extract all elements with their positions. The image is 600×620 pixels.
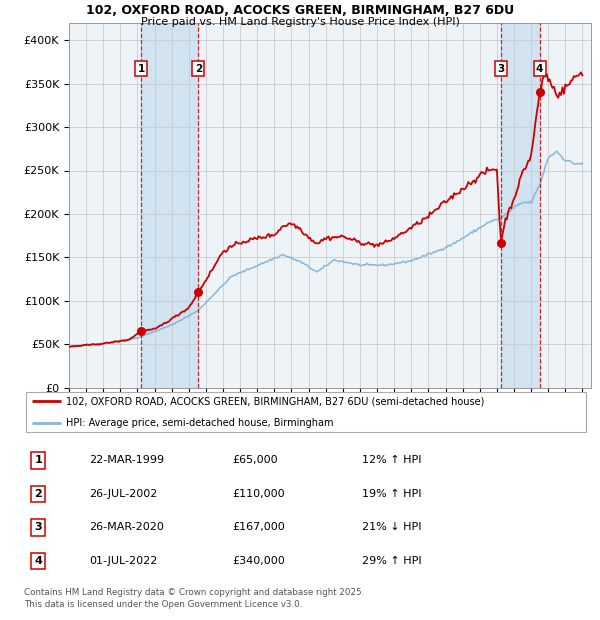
Text: Contains HM Land Registry data © Crown copyright and database right 2025.
This d: Contains HM Land Registry data © Crown c… — [24, 588, 364, 609]
Text: £167,000: £167,000 — [233, 523, 286, 533]
Text: 1: 1 — [137, 63, 145, 74]
Bar — [501, 23, 539, 388]
Text: 01-JUL-2022: 01-JUL-2022 — [89, 556, 157, 566]
Text: 26-JUL-2002: 26-JUL-2002 — [89, 489, 157, 499]
Text: £65,000: £65,000 — [233, 456, 278, 466]
Text: 2: 2 — [195, 63, 202, 74]
Text: 2: 2 — [34, 489, 42, 499]
Text: 4: 4 — [34, 556, 42, 566]
Text: 12% ↑ HPI: 12% ↑ HPI — [362, 456, 422, 466]
Text: 22-MAR-1999: 22-MAR-1999 — [89, 456, 164, 466]
Text: 19% ↑ HPI: 19% ↑ HPI — [362, 489, 422, 499]
Text: 102, OXFORD ROAD, ACOCKS GREEN, BIRMINGHAM, B27 6DU (semi-detached house): 102, OXFORD ROAD, ACOCKS GREEN, BIRMINGH… — [66, 396, 485, 407]
Text: 29% ↑ HPI: 29% ↑ HPI — [362, 556, 422, 566]
Text: HPI: Average price, semi-detached house, Birmingham: HPI: Average price, semi-detached house,… — [66, 418, 334, 428]
Text: 26-MAR-2020: 26-MAR-2020 — [89, 523, 164, 533]
FancyBboxPatch shape — [26, 392, 586, 432]
Text: £340,000: £340,000 — [233, 556, 286, 566]
Text: 4: 4 — [536, 63, 544, 74]
Text: 3: 3 — [497, 63, 505, 74]
Text: Price paid vs. HM Land Registry's House Price Index (HPI): Price paid vs. HM Land Registry's House … — [140, 17, 460, 27]
Text: 1: 1 — [34, 456, 42, 466]
Text: 21% ↓ HPI: 21% ↓ HPI — [362, 523, 422, 533]
Text: 3: 3 — [34, 523, 42, 533]
Text: 102, OXFORD ROAD, ACOCKS GREEN, BIRMINGHAM, B27 6DU: 102, OXFORD ROAD, ACOCKS GREEN, BIRMINGH… — [86, 4, 514, 17]
Text: £110,000: £110,000 — [233, 489, 286, 499]
Bar — [141, 23, 199, 388]
